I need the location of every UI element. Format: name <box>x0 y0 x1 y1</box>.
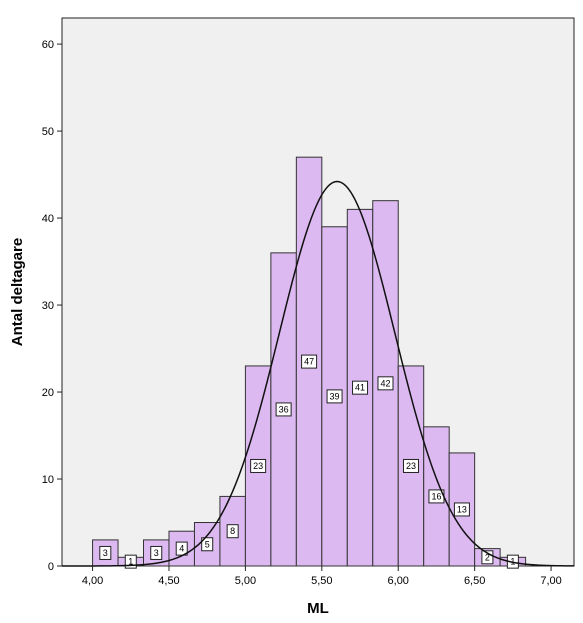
count-label-text: 3 <box>154 548 159 558</box>
count-label-box <box>453 502 470 517</box>
count-label-box <box>99 545 112 560</box>
x-axis-title: ML <box>307 600 329 617</box>
x-tick-label: 4,50 <box>158 575 179 587</box>
y-tick-label: 10 <box>42 474 54 486</box>
count-label-text: 47 <box>304 357 314 367</box>
count-label-text: 36 <box>279 404 289 414</box>
bar-count-label: 2 <box>481 550 494 565</box>
count-label-box <box>301 354 318 369</box>
x-axis: 4,00 4,50 5,00 5,50 6,00 6,50 7,00 <box>82 566 562 587</box>
x-tick-label: 4,00 <box>82 575 103 587</box>
y-tick-label: 50 <box>42 126 54 138</box>
normal-curve <box>61 180 575 567</box>
count-label-box <box>201 537 214 552</box>
bar-count-label: 23 <box>250 458 267 473</box>
y-axis-title: Antal deltagare <box>9 238 26 346</box>
bar-count-label: 5 <box>201 537 214 552</box>
count-label-box <box>377 376 394 391</box>
count-label-box <box>275 402 292 417</box>
bar-count-label: 39 <box>326 389 343 404</box>
y-tick-label: 60 <box>42 39 54 51</box>
bar-count-label: 3 <box>99 545 112 560</box>
count-label-box <box>150 545 163 560</box>
count-label-text: 5 <box>205 539 210 549</box>
bar-count-label: 23 <box>402 458 419 473</box>
count-label-text: 3 <box>103 548 108 558</box>
bar-count-label: 36 <box>275 402 292 417</box>
count-label-box <box>402 458 419 473</box>
bar-count-label: 1 <box>124 554 137 569</box>
y-tick-label: 30 <box>42 300 54 312</box>
count-label-box <box>250 458 267 473</box>
count-label-text: 13 <box>457 504 467 514</box>
count-label-text: 23 <box>253 461 263 471</box>
bar-count-label: 13 <box>453 502 470 517</box>
count-label-text: 1 <box>128 557 133 567</box>
count-label-box <box>352 380 369 395</box>
x-tick-label: 6,00 <box>388 575 409 587</box>
count-label-text: 16 <box>431 491 441 501</box>
count-label-text: 4 <box>179 544 184 554</box>
count-label-box <box>226 524 239 539</box>
count-label-box <box>124 554 137 569</box>
bar-count-label: 42 <box>377 376 394 391</box>
bar-count-label: 3 <box>150 545 163 560</box>
count-label-text: 41 <box>355 383 365 393</box>
bar-count-label: 41 <box>352 380 369 395</box>
x-tick-label: 6,50 <box>464 575 485 587</box>
count-label-text: 8 <box>230 526 235 536</box>
y-axis: 0 10 20 30 40 50 60 <box>42 39 62 573</box>
y-tick-label: 20 <box>42 387 54 399</box>
bar-count-label: 47 <box>301 354 318 369</box>
x-tick-label: 7,00 <box>540 575 561 587</box>
count-label-text: 2 <box>485 552 490 562</box>
x-tick-label: 5,00 <box>235 575 256 587</box>
y-tick-label: 0 <box>48 561 54 573</box>
count-label-box <box>481 550 494 565</box>
count-label-text: 23 <box>406 461 416 471</box>
bar-count-label: 8 <box>226 524 239 539</box>
x-tick-label: 5,50 <box>311 575 332 587</box>
y-tick-label: 40 <box>42 213 54 225</box>
count-label-text: 39 <box>330 391 340 401</box>
count-label-text: 42 <box>380 378 390 388</box>
count-label-box <box>326 389 343 404</box>
